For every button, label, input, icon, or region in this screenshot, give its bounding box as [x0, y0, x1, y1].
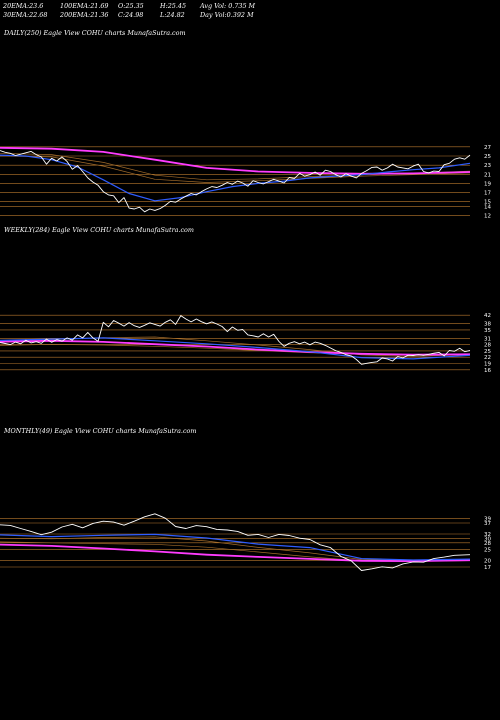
- daily-ema-blue-line: [0, 154, 471, 202]
- ema100-readout: 100EMA:21.69: [60, 2, 109, 10]
- daily-ema-brown2-line: [0, 155, 471, 183]
- monthly-price-line: [0, 513, 471, 571]
- daily-price-tick: 25: [484, 154, 491, 160]
- weekly-ema-magenta-line: [0, 339, 471, 356]
- weekly-price-tick: 31: [484, 336, 491, 342]
- monthly-ema-magenta-line: [0, 543, 471, 562]
- monthly-price-tick: 28: [484, 541, 491, 547]
- weekly-price-tick: 38: [484, 322, 491, 328]
- monthly-price-tick: 25: [484, 547, 491, 553]
- weekly-panel-label: WEEKLY(284) Eagle View COHU charts Munaf…: [4, 226, 194, 234]
- daily-price-tick: 17: [484, 191, 491, 197]
- weekly-price-line: [0, 315, 471, 365]
- monthly-ema-blue-line: [0, 533, 471, 561]
- monthly-price-tick: 17: [484, 565, 491, 571]
- low-readout: L:24.82: [160, 11, 185, 19]
- ema30-readout: 30EMA:22.68: [3, 11, 48, 19]
- monthly-price-tick: 37: [484, 521, 491, 527]
- daily-price-tick: 27: [484, 145, 491, 151]
- daily-ema-magenta-line: [0, 146, 471, 175]
- daily-price-tick: 15: [484, 200, 491, 206]
- monthly-price-tick: 39: [484, 517, 491, 523]
- daily-price-tick: 19: [484, 181, 491, 187]
- daily-price-tick: 23: [484, 163, 491, 169]
- weekly-ema-brown1-line: [0, 336, 471, 357]
- daily-price-line: [0, 150, 471, 213]
- close-readout: C:24.98: [118, 11, 144, 19]
- monthly-ema-brown1-line: [0, 536, 471, 561]
- weekly-price-tick: 42: [484, 313, 491, 319]
- indicator-header: 20EMA:23.6 100EMA:21.69 O:25.35 H:25.45 …: [0, 0, 500, 24]
- daily-price-tick: 14: [484, 204, 491, 210]
- ema20-readout: 20EMA:23.6: [3, 2, 44, 10]
- monthly-price-tick: 32: [484, 532, 491, 538]
- monthly-price-tick: 20: [484, 558, 491, 564]
- weekly-price-tick: 35: [484, 328, 491, 334]
- weekly-price-tick: 25: [484, 349, 491, 355]
- daily-price-tick: 12: [484, 213, 491, 219]
- weekly-price-tick: 16: [484, 368, 491, 374]
- open-readout: O:25.35: [118, 2, 144, 10]
- high-readout: H:25.45: [160, 2, 187, 10]
- monthly-price-tick: 30: [484, 536, 491, 542]
- daily-price-tick: 21: [484, 172, 491, 178]
- avg-volume-readout: Avg Vol: 0.735 M: [200, 2, 256, 10]
- weekly-price-tick: 28: [484, 343, 491, 349]
- weekly-price-tick: 19: [484, 362, 491, 368]
- weekly-ema-blue-line: [0, 337, 471, 360]
- day-volume-readout: Day Vol:0.392 M: [200, 11, 254, 19]
- daily-panel-label: DAILY(250) Eagle View COHU charts Munafa…: [4, 29, 186, 37]
- weekly-price-tick: 22: [484, 355, 491, 361]
- ema200-readout: 200EMA:21.36: [60, 11, 109, 19]
- monthly-panel-label: MONTHLY(49) Eagle View COHU charts Munaf…: [4, 427, 197, 435]
